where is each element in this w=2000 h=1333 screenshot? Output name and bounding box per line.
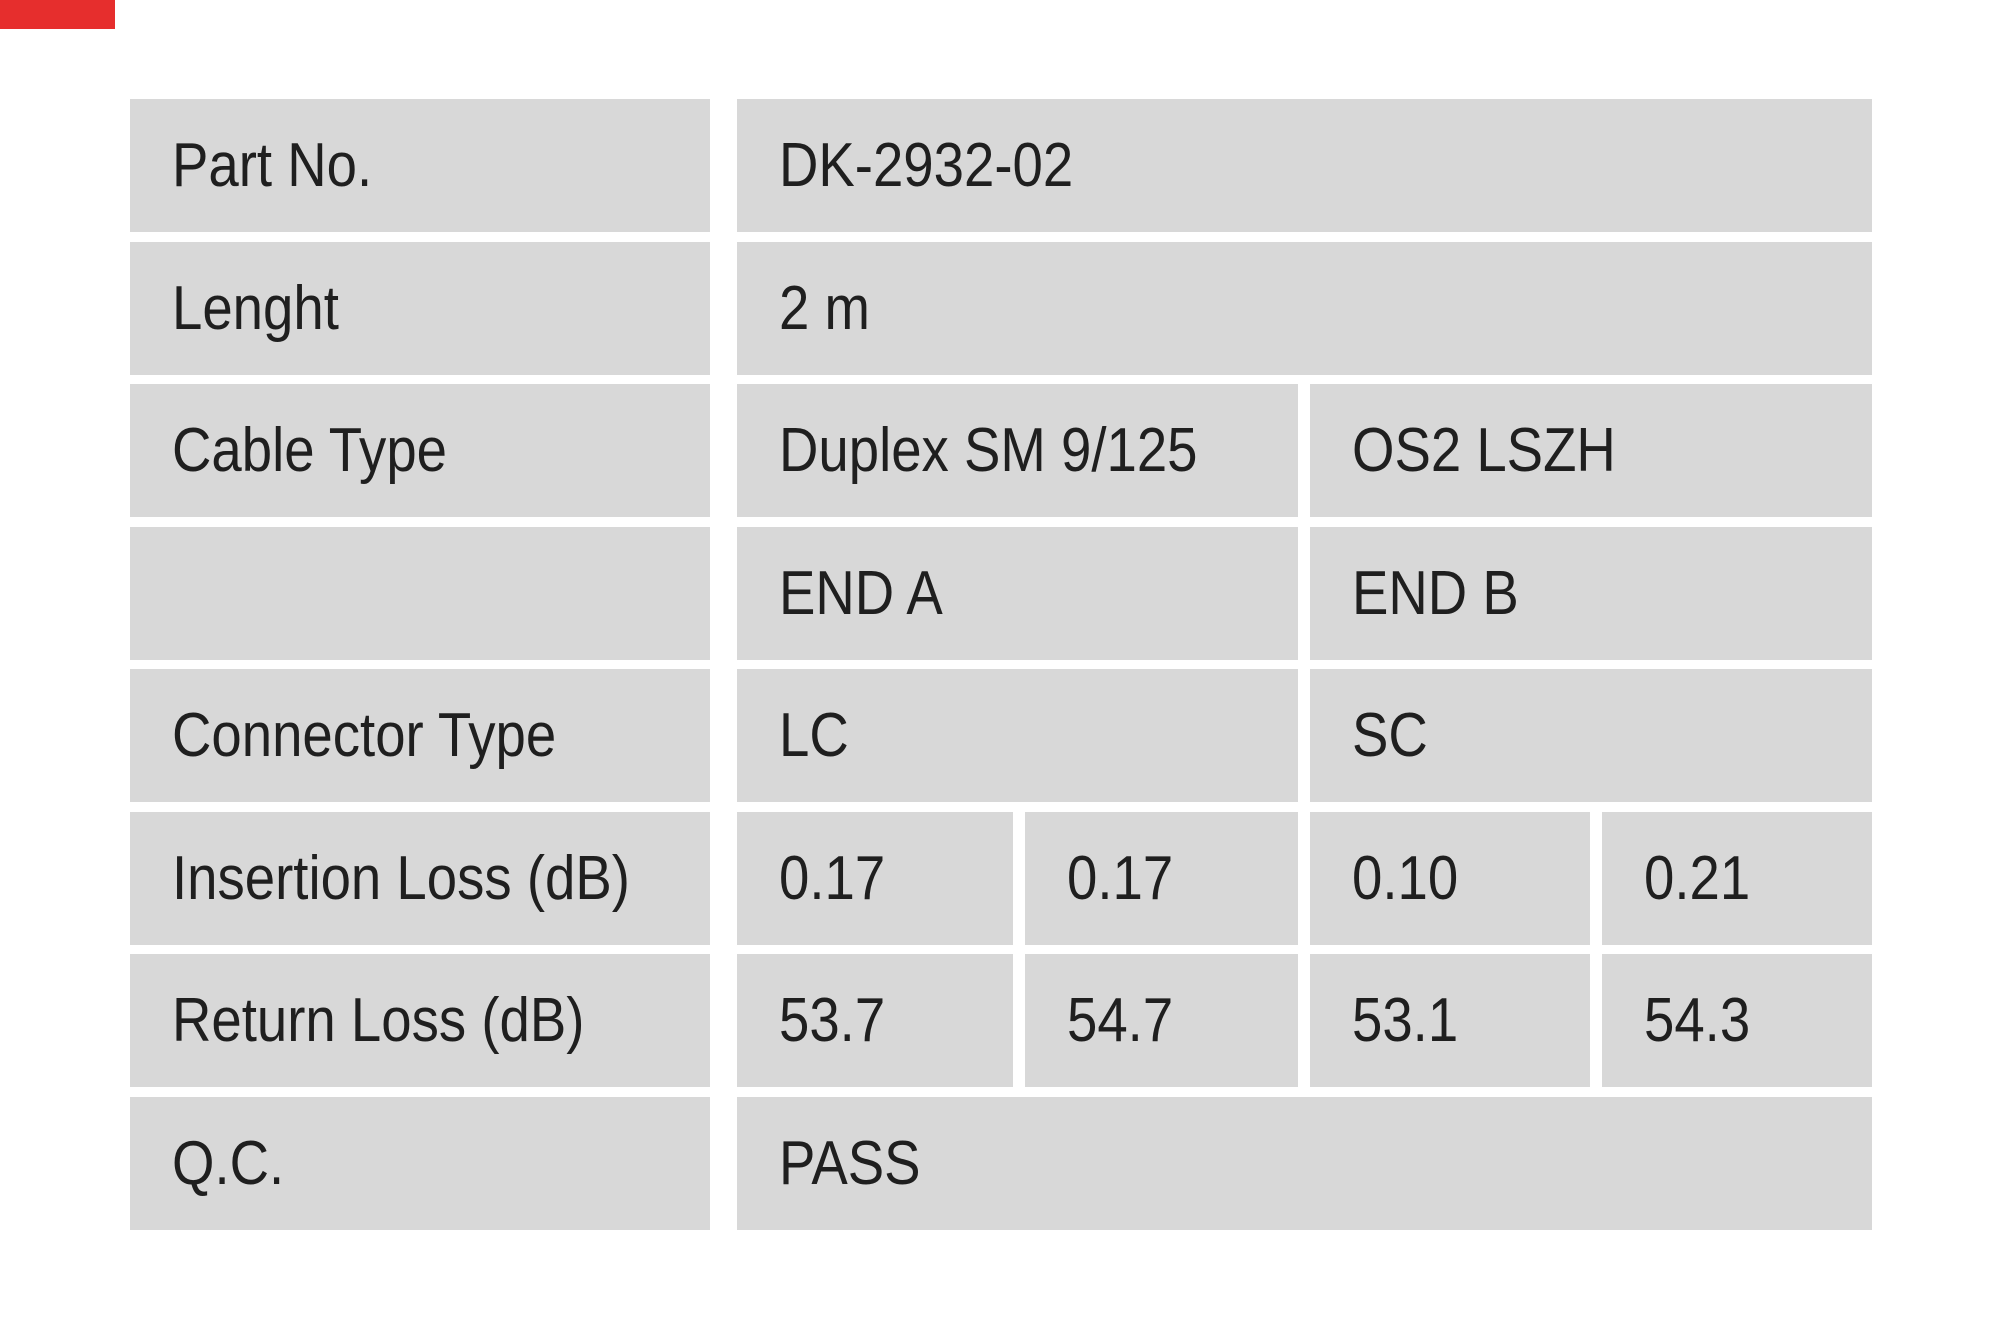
insertion-loss-value-1-cell: 0.17	[737, 811, 1013, 945]
brand-mark	[0, 0, 115, 29]
qc-spec-table: Part No. DK-2932-02 Lenght 2 m Cable Typ…	[130, 99, 1872, 1230]
cable-type-value-a: Duplex SM 9/125	[779, 416, 1198, 485]
length-label: Lenght	[172, 273, 339, 343]
end-b-header: END B	[1352, 558, 1519, 628]
part-no-label: Part No.	[172, 131, 373, 200]
return-loss-value-4-cell: 54.3	[1602, 954, 1872, 1087]
insertion-loss-label-cell: Insertion Loss (dB)	[130, 811, 710, 945]
length-label-cell: Lenght	[130, 241, 710, 375]
cable-type-value-a-cell: Duplex SM 9/125	[737, 384, 1298, 517]
connector-type-value-b-cell: SC	[1310, 669, 1872, 802]
qc-value: PASS	[779, 1128, 921, 1198]
return-loss-value-2-cell: 54.7	[1025, 954, 1298, 1087]
return-loss-value-4: 54.3	[1644, 986, 1751, 1055]
connector-type-label-cell: Connector Type	[130, 669, 710, 802]
return-loss-value-1: 53.7	[779, 986, 886, 1055]
return-loss-value-3-cell: 53.1	[1310, 954, 1590, 1087]
insertion-loss-value-3-cell: 0.10	[1310, 811, 1590, 945]
ends-empty-label-cell	[130, 526, 710, 660]
return-loss-label-cell: Return Loss (dB)	[130, 954, 710, 1087]
return-loss-value-2: 54.7	[1067, 986, 1174, 1055]
length-value: 2 m	[779, 273, 870, 343]
insertion-loss-value-1: 0.17	[779, 843, 886, 913]
end-b-header-cell: END B	[1310, 526, 1872, 660]
length-value-cell: 2 m	[737, 241, 1872, 375]
part-no-value-cell: DK-2932-02	[737, 99, 1872, 232]
return-loss-value-3: 53.1	[1352, 986, 1459, 1055]
return-loss-label: Return Loss (dB)	[172, 986, 585, 1055]
cable-type-value-b: OS2 LSZH	[1352, 416, 1616, 485]
connector-type-label: Connector Type	[172, 701, 557, 770]
return-loss-value-1-cell: 53.7	[737, 954, 1013, 1087]
qc-value-cell: PASS	[737, 1096, 1872, 1230]
insertion-loss-label: Insertion Loss (dB)	[172, 843, 630, 913]
cable-type-label: Cable Type	[172, 416, 448, 485]
part-no-value: DK-2932-02	[779, 131, 1074, 200]
qc-label-cell: Q.C.	[130, 1096, 710, 1230]
part-no-label-cell: Part No.	[130, 99, 710, 232]
insertion-loss-value-4: 0.21	[1644, 843, 1751, 913]
connector-type-value-a-cell: LC	[737, 669, 1298, 802]
connector-type-value-a: LC	[779, 701, 849, 770]
cable-type-value-b-cell: OS2 LSZH	[1310, 384, 1872, 517]
qc-label: Q.C.	[172, 1128, 285, 1198]
insertion-loss-value-3: 0.10	[1352, 843, 1459, 913]
end-a-header-cell: END A	[737, 526, 1298, 660]
insertion-loss-value-2: 0.17	[1067, 843, 1174, 913]
cable-type-label-cell: Cable Type	[130, 384, 710, 517]
end-a-header: END A	[779, 558, 943, 628]
connector-type-value-b: SC	[1352, 701, 1428, 770]
insertion-loss-value-4-cell: 0.21	[1602, 811, 1872, 945]
insertion-loss-value-2-cell: 0.17	[1025, 811, 1298, 945]
